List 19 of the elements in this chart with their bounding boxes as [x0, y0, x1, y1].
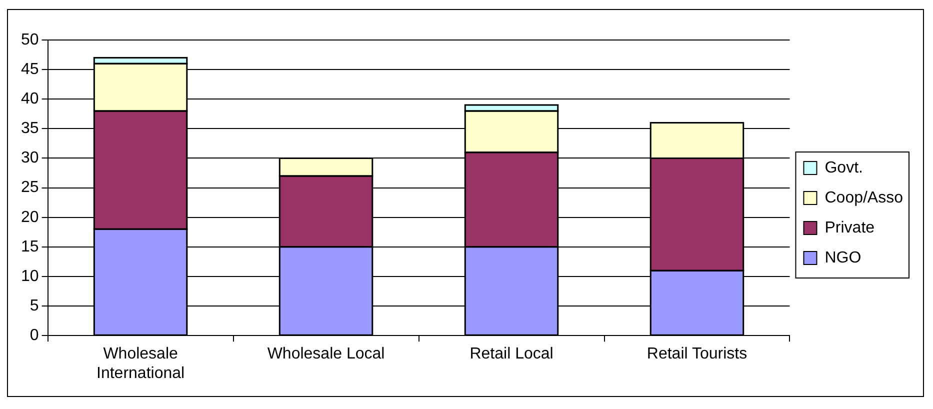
y-tick-label: 15: [21, 238, 39, 256]
y-tick-label: 5: [30, 297, 39, 314]
y-tick-label: 30: [21, 150, 39, 167]
y-tick-label: 50: [21, 31, 39, 48]
y-tick-label: 20: [21, 208, 39, 226]
x-tick-label: Retail Tourists: [646, 346, 748, 363]
x-tick-label: Retail Local: [470, 346, 554, 363]
y-tick-label: 25: [21, 179, 39, 196]
y-tick-label: 10: [21, 268, 39, 285]
y-tick-label: 35: [21, 120, 39, 138]
y-tick-label: 40: [21, 90, 39, 108]
legend-label: Coop/Asso: [824, 189, 904, 206]
y-tick-label: 45: [21, 60, 39, 78]
x-tick-label: Wholesale International: [96, 346, 185, 382]
x-tick-label: Wholesale Local: [267, 346, 385, 363]
y-tick-label: 0: [30, 327, 39, 344]
legend-label: NGO: [824, 249, 862, 266]
legend-label: Govt.: [824, 159, 863, 176]
legend-label: Private: [824, 219, 875, 236]
